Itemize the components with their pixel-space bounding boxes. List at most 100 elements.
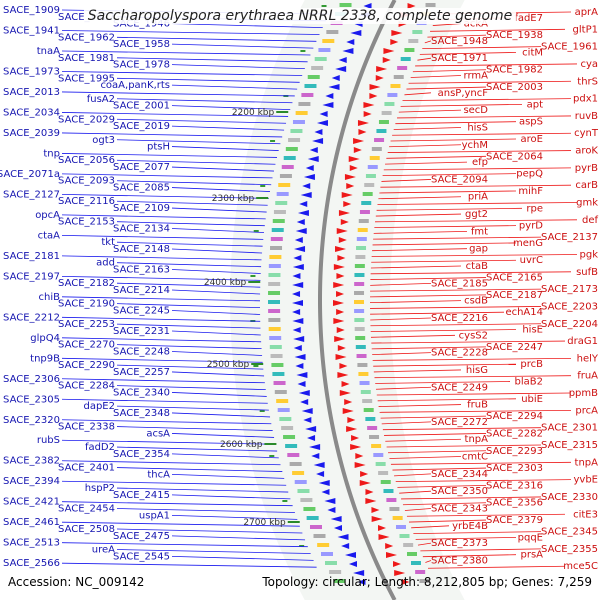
left-gene-label: SACE_2071a [0,169,60,180]
left-gene-label: SACE_2401 [58,463,115,474]
left-gene-label: tnp9B [30,353,60,364]
right-leader-line [399,490,432,494]
functional-class-mark [292,120,305,124]
plus-strand-gene [390,39,399,45]
right-gene-label: prcB [520,359,543,370]
minus-strand-gene [292,327,301,333]
functional-class-mark [404,48,415,52]
right-gene-label: ppmB [569,388,598,399]
functional-class-mark [297,489,310,493]
minus-strand-gene [295,363,304,369]
left-leader-line [116,508,295,513]
minus-strand-gene [305,165,314,171]
functional-class-mark [270,237,283,241]
minus-strand-gene [314,129,323,135]
left-leader-line [116,323,261,329]
left-leader-line [61,214,266,220]
functional-class-mark [273,381,286,385]
right-leader-line [371,254,578,257]
right-gene-label: SACE_2315 [541,440,598,451]
functional-class-mark [279,174,292,178]
right-gene-label: blaB2 [515,376,543,387]
plus-strand-gene [336,291,345,297]
left-leader-line [61,173,273,179]
minus-strand-gene [303,417,312,423]
right-gene-label: priA [468,192,488,203]
plus-strand-gene [371,507,380,513]
functional-class-mark [389,507,400,511]
functional-class-mark [273,210,286,214]
right-leader-line [370,265,462,269]
functional-class-mark [397,66,408,70]
right-leader-line [393,127,462,130]
accession-footer: Accession: NC_009142 [8,575,145,589]
right-leader-line [378,196,462,200]
right-leader-line [404,508,432,511]
right-leader-line [377,398,517,402]
functional-class-mark [354,318,365,322]
left-leader-line [171,269,261,274]
rrna-mark [250,275,256,277]
left-leader-line [61,439,276,445]
left-gene-label: SACE_2212 [3,312,60,323]
minus-strand-gene [309,444,321,450]
right-gene-label: SACE_2282 [486,428,543,439]
left-gene-label: SACE_2214 [113,285,170,296]
right-gene-label: SACE_2064 [486,151,543,162]
left-leader-line [171,392,267,397]
plus-strand-gene [333,264,345,270]
ring-band [230,0,465,600]
right-gene-label: SACE_2316 [486,480,543,491]
left-gene-label: uspA1 [139,510,170,521]
right-leader-line [415,536,517,540]
functional-class-mark [425,3,436,7]
plus-strand-gene [337,345,346,351]
left-leader-line [61,193,269,199]
minus-strand-gene [348,561,357,567]
left-gene-label: SACE_2127 [3,189,60,200]
minus-strand-gene [297,381,306,387]
right-gene-label: SACE_2343 [431,503,488,514]
right-leader-line [387,150,572,153]
functional-class-mark [358,219,369,223]
minus-strand-gene [302,183,311,189]
right-leader-line [406,513,566,517]
left-gene-label: SACE_2134 [113,224,170,235]
right-gene-label: SACE_1948 [431,36,488,47]
genome-backbone [317,0,397,600]
plus-strand-gene [342,408,354,414]
functional-class-mark [272,372,285,376]
left-leader-line [171,187,270,192]
right-gene-label: ruvB [575,111,598,122]
right-gene-label: gltP1 [573,24,598,35]
plus-strand-gene [350,444,362,450]
functional-class-mark [274,390,287,394]
plus-strand-gene [339,390,351,396]
left-leader-line [61,275,261,281]
plus-strand-gene [341,192,353,198]
left-leader-line [61,132,283,138]
functional-class-mark [364,183,375,187]
left-leader-line [61,378,265,384]
functional-class-mark [281,426,294,430]
plus-strand-gene [369,84,381,90]
right-leader-line [409,519,487,523]
right-leader-line [401,496,542,500]
minus-strand-gene [292,318,304,324]
left-gene-label: rubS [37,435,60,446]
kbp-tick-label: 2700 kbp [243,518,286,528]
right-gene-label: SACE_1938 [486,30,543,41]
functional-class-mark [339,3,352,7]
plus-strand-gene [391,30,403,36]
plus-strand-gene [360,471,369,477]
left-leader-line [171,412,271,418]
left-leader-line [116,303,261,309]
right-gene-label: SACE_2165 [486,273,543,284]
functional-class-mark [285,444,298,448]
functional-class-mark [378,471,389,475]
right-gene-label: mce5C [563,561,598,572]
left-gene-label: SACE_1909 [3,5,60,16]
left-leader-line [171,64,305,70]
left-leader-line [61,337,262,343]
